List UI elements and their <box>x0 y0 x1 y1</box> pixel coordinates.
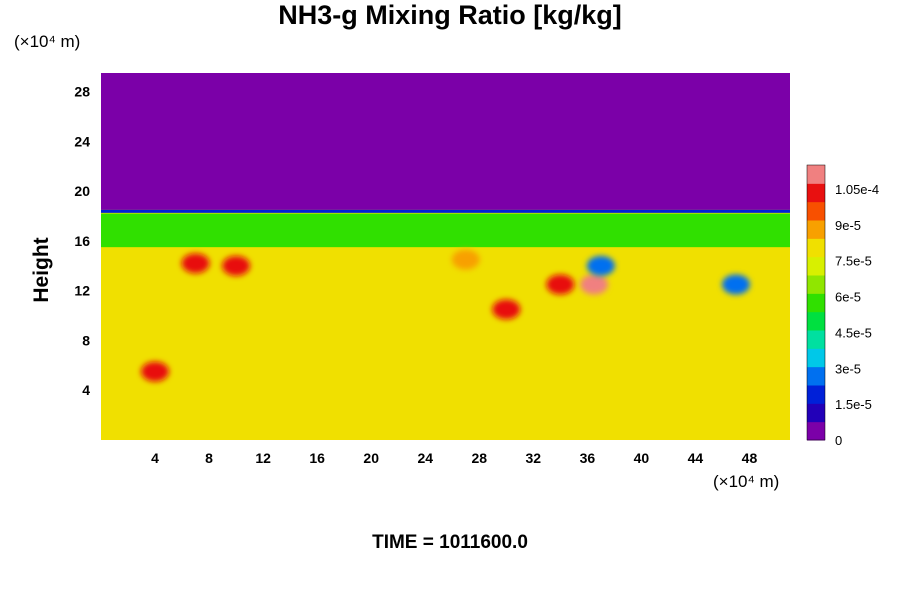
colorbar-tick-label: 7.5e-5 <box>835 254 872 269</box>
x-tick-label: 12 <box>255 450 271 466</box>
colorbar-frame <box>806 164 826 441</box>
colorbar-tick-label: 1.5e-5 <box>835 397 872 412</box>
transition-band <box>101 209 790 213</box>
x-tick-label: 28 <box>471 450 487 466</box>
y-tick-label: 8 <box>82 332 90 348</box>
field-feature <box>451 249 480 270</box>
x-tick-label: 8 <box>205 450 213 466</box>
heatmap-plot-area <box>101 73 790 440</box>
colorbar-swatch <box>807 366 825 386</box>
colorbar-ticks: 0 1.5e-5 3e-5 4.5e-5 6e-5 7.5e-5 9e-5 1.05e-4 <box>835 182 879 448</box>
x-tick-label: 40 <box>634 450 650 466</box>
colorbar-swatch <box>807 256 825 276</box>
field-feature <box>222 255 251 276</box>
colorbar-swatch <box>807 421 825 441</box>
colorbar <box>806 164 826 441</box>
x-tick-label: 16 <box>309 450 325 466</box>
y-tick-label: 12 <box>74 283 90 299</box>
field-feature <box>141 361 170 382</box>
y-tick-label: 16 <box>74 233 90 249</box>
mixed-layer <box>101 213 790 248</box>
colorbar-swatch <box>807 275 825 294</box>
y-tick-label: 24 <box>74 133 90 149</box>
x-axis-ticks: 4 8 12 16 20 24 28 32 36 40 44 48 <box>151 450 757 466</box>
x-tick-label: 20 <box>363 450 379 466</box>
colorbar-swatch <box>807 385 825 404</box>
y-axis-ticks: 4 8 12 16 20 24 28 <box>74 84 90 399</box>
colorbar-swatch <box>807 403 825 423</box>
y-axis-units: (×10⁴ m) <box>14 32 81 51</box>
colorbar-swatch <box>807 238 825 258</box>
colorbar-swatch <box>807 220 825 239</box>
colorbar-tick-label: 1.05e-4 <box>835 182 879 197</box>
x-tick-label: 48 <box>742 450 758 466</box>
colorbar-swatch <box>807 330 825 349</box>
colorbar-swatch <box>807 311 825 331</box>
colorbar-swatch <box>807 293 825 313</box>
colorbar-swatch <box>807 165 825 184</box>
colorbar-tick-label: 4.5e-5 <box>835 325 872 340</box>
x-tick-label: 32 <box>526 450 542 466</box>
x-tick-label: 24 <box>417 450 433 466</box>
colorbar-tick-label: 6e-5 <box>835 290 861 305</box>
colorbar-swatch <box>807 348 825 368</box>
field-feature <box>546 274 575 295</box>
x-tick-label: 44 <box>688 450 704 466</box>
field-feature <box>181 253 210 274</box>
y-tick-label: 20 <box>74 183 90 199</box>
colorbar-swatch <box>807 201 825 221</box>
field-feature <box>586 255 615 276</box>
colorbar-tick-label: 0 <box>835 433 842 448</box>
x-tick-label: 36 <box>580 450 596 466</box>
field-feature <box>580 274 609 295</box>
colorbar-swatch <box>807 183 825 203</box>
y-tick-label: 28 <box>74 84 90 100</box>
x-tick-label: 4 <box>151 450 159 466</box>
colorbar-tick-label: 3e-5 <box>835 361 861 376</box>
upper-region <box>101 73 790 210</box>
field-feature <box>492 299 521 320</box>
x-axis-units: (×10⁴ m) <box>713 472 780 491</box>
field-feature <box>721 274 750 295</box>
time-label: TIME = 1011600.0 <box>372 532 528 553</box>
chart-title: NH3-g Mixing Ratio [kg/kg] <box>278 0 622 30</box>
colorbar-tick-label: 9e-5 <box>835 218 861 233</box>
y-tick-label: 4 <box>82 382 90 398</box>
